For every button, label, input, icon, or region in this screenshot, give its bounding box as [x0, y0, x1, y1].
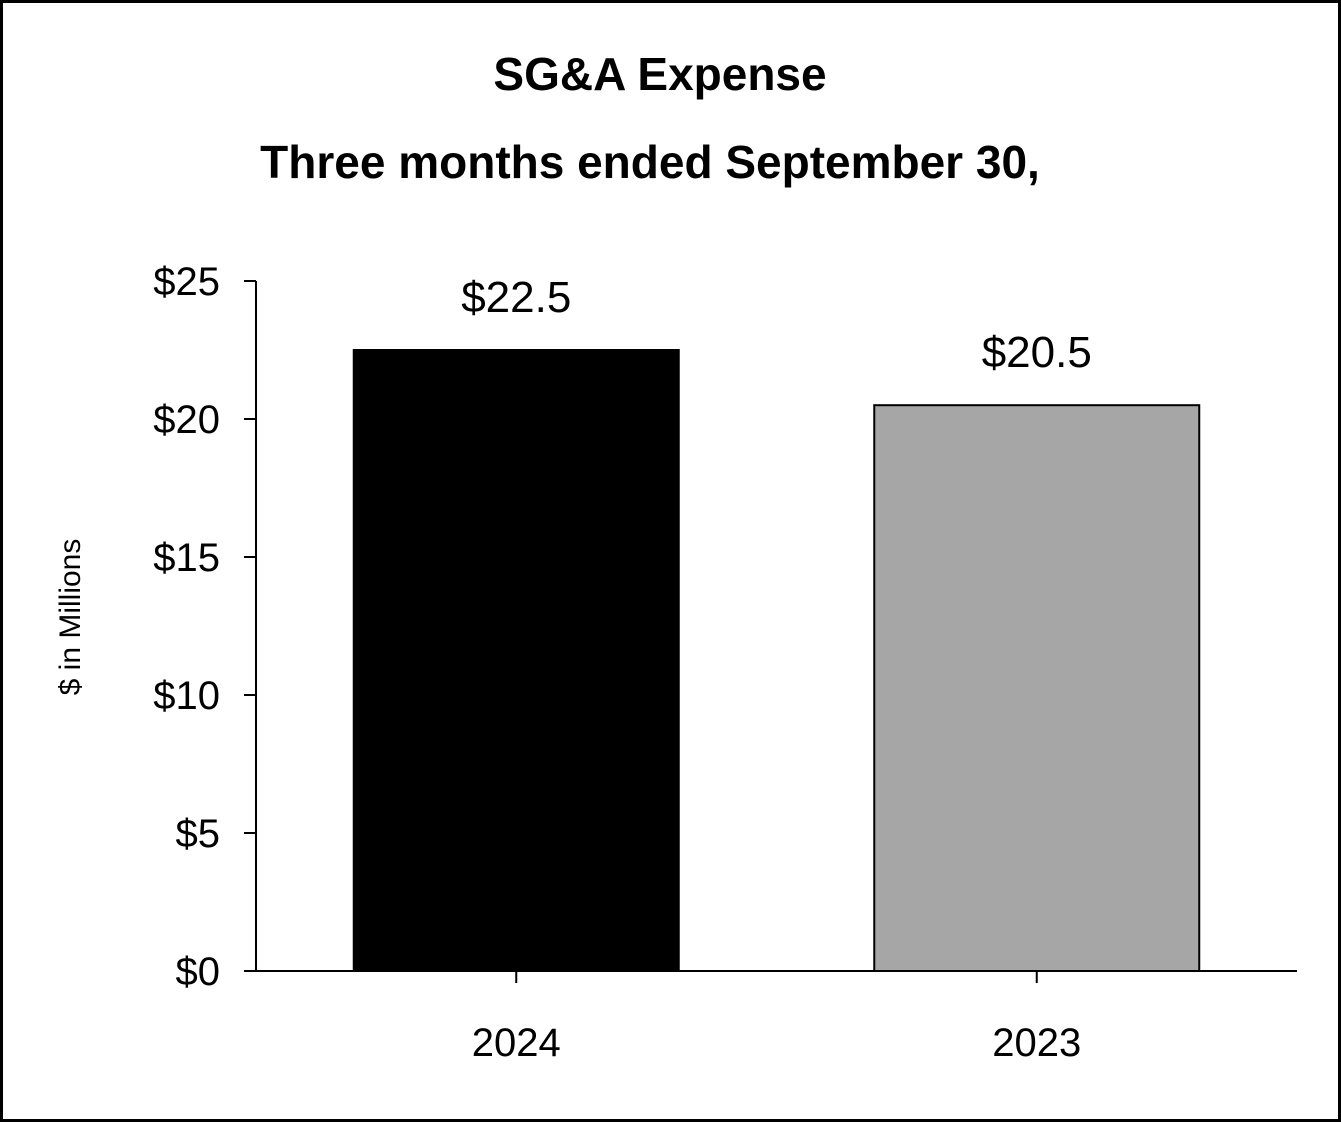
- bar-2023: [873, 404, 1201, 972]
- chart-subtitle: Three months ended September 30,: [260, 136, 1040, 188]
- chart-title: SG&A Expense: [493, 48, 826, 100]
- bars: $22.5 $20.5: [352, 273, 1201, 972]
- bar-2024: [352, 349, 680, 972]
- y-tick-label: $15: [153, 536, 220, 580]
- x-tick-label-2023: 2023: [992, 1021, 1081, 1065]
- x-tick-label-2024: 2024: [472, 1021, 561, 1065]
- y-ticks: $0 $5 $10 $15 $20 $25: [153, 260, 256, 994]
- y-tick-label: $25: [153, 260, 220, 304]
- data-label-2024: $22.5: [461, 273, 571, 322]
- y-tick-label: $5: [176, 812, 221, 856]
- y-tick-label: $20: [153, 398, 220, 442]
- y-tick-label: $0: [176, 950, 221, 994]
- y-axis-label: $ in Millions: [54, 539, 87, 696]
- x-ticks: 2024 2023: [472, 971, 1081, 1065]
- y-tick-label: $10: [153, 674, 220, 718]
- data-label-2023: $20.5: [982, 328, 1092, 377]
